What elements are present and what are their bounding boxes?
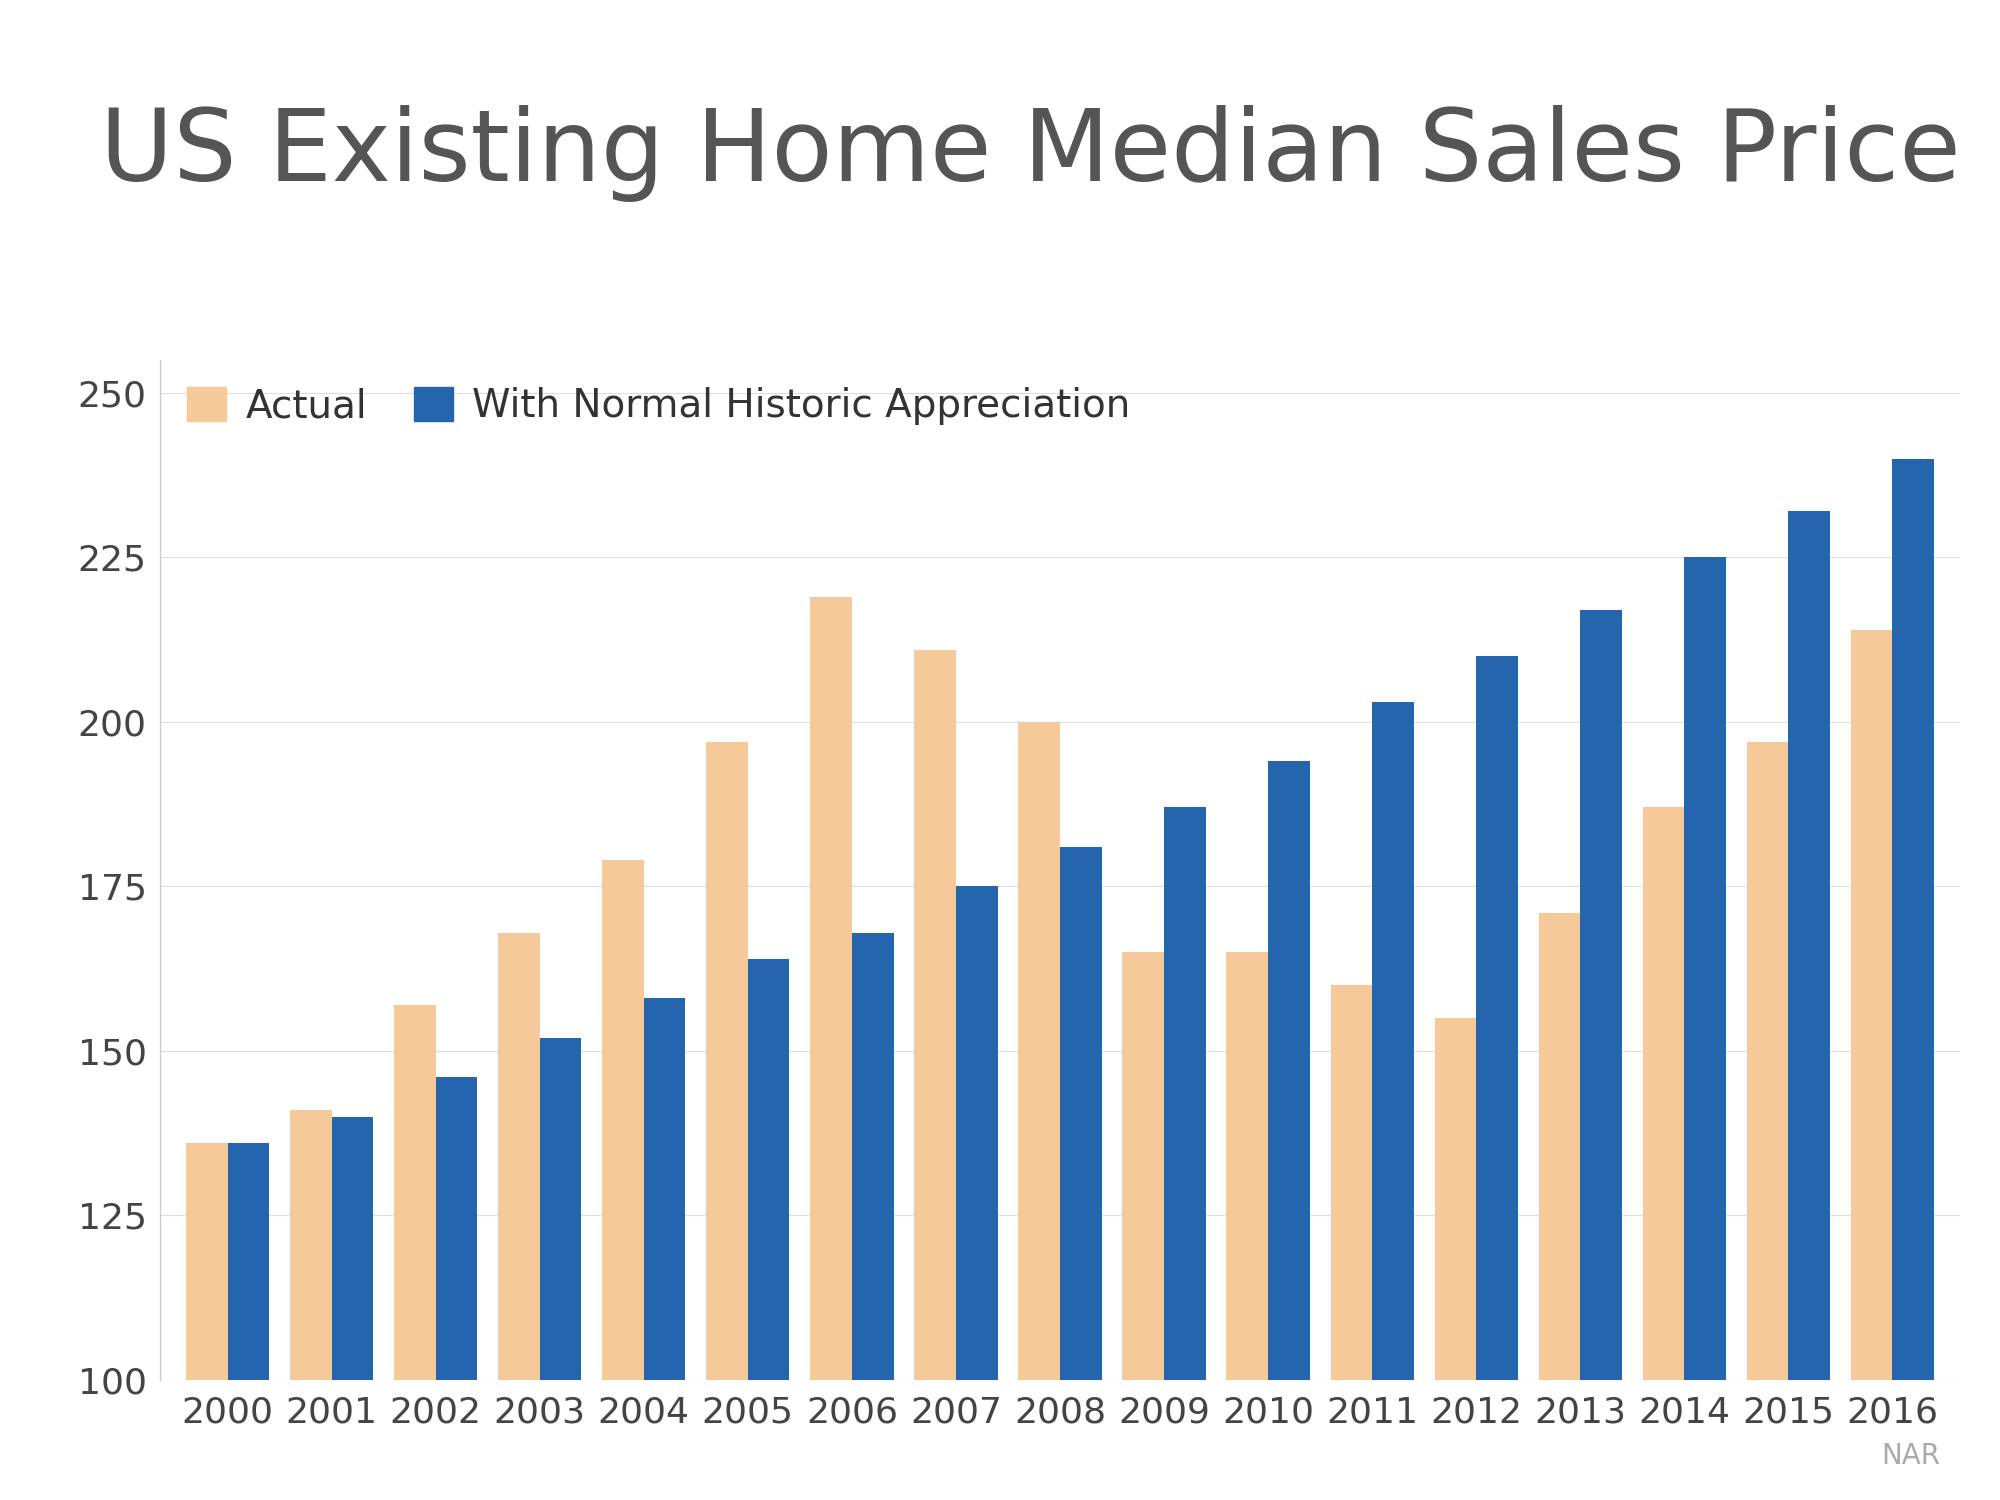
Bar: [1018, 722, 1060, 1500]
Legend: Actual, With Normal Historic Appreciation: Actual, With Normal Historic Appreciatio…: [172, 372, 1146, 441]
Bar: [1746, 741, 1788, 1500]
Bar: [1850, 630, 1892, 1500]
Bar: [956, 886, 998, 1500]
Bar: [1684, 558, 1726, 1500]
Bar: [1372, 702, 1414, 1500]
Bar: [914, 650, 956, 1500]
Bar: [1330, 986, 1372, 1500]
Bar: [394, 1005, 436, 1500]
Bar: [1434, 1019, 1476, 1500]
Bar: [1164, 807, 1206, 1500]
Bar: [290, 1110, 332, 1500]
Bar: [540, 1038, 582, 1500]
Bar: [1892, 459, 1934, 1500]
Bar: [1122, 952, 1164, 1500]
Bar: [186, 1143, 228, 1500]
Bar: [436, 1077, 478, 1500]
Bar: [1226, 952, 1268, 1500]
Bar: [748, 958, 790, 1500]
Bar: [332, 1118, 374, 1500]
Bar: [1580, 610, 1622, 1500]
Bar: [1642, 807, 1684, 1500]
Bar: [1538, 914, 1580, 1500]
Text: NAR: NAR: [1880, 1442, 1940, 1470]
Bar: [498, 933, 540, 1500]
Bar: [1788, 512, 1830, 1500]
Bar: [644, 999, 686, 1500]
Bar: [228, 1143, 270, 1500]
Text: US Existing Home Median Sales Price: US Existing Home Median Sales Price: [100, 105, 1960, 202]
Bar: [706, 741, 748, 1500]
Bar: [852, 933, 894, 1500]
Bar: [1060, 847, 1102, 1500]
Bar: [1268, 762, 1310, 1500]
Bar: [810, 597, 852, 1500]
Bar: [1476, 656, 1518, 1500]
Bar: [602, 859, 644, 1500]
